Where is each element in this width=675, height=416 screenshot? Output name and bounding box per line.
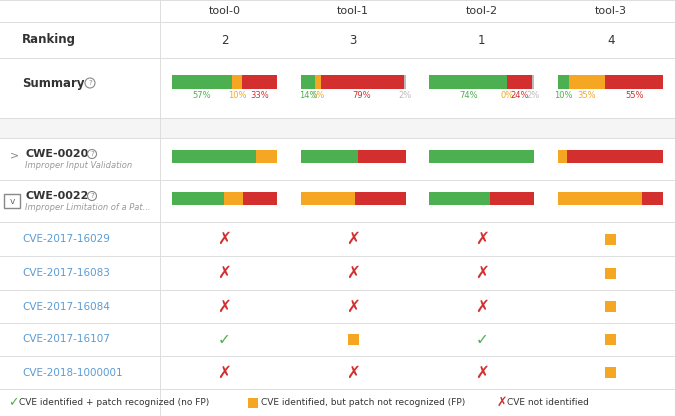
Text: ✗: ✗ xyxy=(217,264,232,282)
Bar xyxy=(429,191,490,205)
Text: ✗: ✗ xyxy=(475,264,489,282)
Text: CVE identified, but patch not recognized (FP): CVE identified, but patch not recognized… xyxy=(261,398,465,407)
Bar xyxy=(507,75,533,89)
Text: 10%: 10% xyxy=(554,92,572,101)
Bar xyxy=(248,398,258,408)
Text: ✗: ✗ xyxy=(346,297,360,315)
Bar xyxy=(243,191,277,205)
Bar xyxy=(533,75,535,89)
Bar xyxy=(566,149,663,163)
Bar xyxy=(605,75,663,89)
Bar xyxy=(558,149,566,163)
Text: 79%: 79% xyxy=(353,92,371,101)
Text: CVE-2018-1000001: CVE-2018-1000001 xyxy=(22,367,123,377)
Text: Improper Limitation of a Pat...: Improper Limitation of a Pat... xyxy=(25,203,151,211)
Bar xyxy=(300,149,358,163)
Bar xyxy=(404,75,406,89)
Bar xyxy=(605,301,616,312)
Text: 3: 3 xyxy=(350,34,357,47)
Bar xyxy=(605,233,616,245)
Text: CVE-2017-16107: CVE-2017-16107 xyxy=(22,334,110,344)
Bar xyxy=(0,118,675,138)
Text: tool-0: tool-0 xyxy=(209,6,240,16)
Text: CVE-2017-16029: CVE-2017-16029 xyxy=(22,234,110,244)
Text: ✓: ✓ xyxy=(8,396,18,409)
Text: >: > xyxy=(10,150,20,160)
Text: ?: ? xyxy=(88,80,92,86)
Text: 33%: 33% xyxy=(250,92,269,101)
Text: ✗: ✗ xyxy=(217,364,232,381)
Bar xyxy=(300,191,311,205)
Text: CVE-2017-16084: CVE-2017-16084 xyxy=(22,302,110,312)
Text: ✗: ✗ xyxy=(497,396,508,409)
Text: ✓: ✓ xyxy=(475,332,488,347)
Text: Summary: Summary xyxy=(22,77,84,89)
Text: CVE not identified: CVE not identified xyxy=(507,398,589,407)
Text: tool-1: tool-1 xyxy=(337,6,369,16)
Text: Ranking: Ranking xyxy=(22,34,76,47)
Text: 2: 2 xyxy=(221,34,228,47)
Bar xyxy=(568,75,605,89)
Bar xyxy=(429,75,507,89)
Text: 5%: 5% xyxy=(311,92,325,101)
Text: 2%: 2% xyxy=(526,92,540,101)
Bar xyxy=(242,75,277,89)
Text: 35%: 35% xyxy=(578,92,596,101)
Text: ✗: ✗ xyxy=(475,364,489,381)
Text: 4: 4 xyxy=(607,34,614,47)
Text: ?: ? xyxy=(90,193,94,199)
Text: v: v xyxy=(9,196,15,206)
Text: ✗: ✗ xyxy=(346,264,360,282)
Text: 1: 1 xyxy=(478,34,485,47)
Bar xyxy=(490,191,535,205)
Bar xyxy=(224,191,243,205)
Bar xyxy=(429,149,535,163)
Text: 0%: 0% xyxy=(500,92,514,101)
Text: CVE identified + patch recognized (no FP): CVE identified + patch recognized (no FP… xyxy=(19,398,209,407)
Bar xyxy=(558,191,642,205)
Text: tool-2: tool-2 xyxy=(466,6,498,16)
Bar xyxy=(605,334,616,345)
Text: 2%: 2% xyxy=(398,92,411,101)
Bar xyxy=(348,334,358,345)
Text: ✗: ✗ xyxy=(217,297,232,315)
Bar xyxy=(642,191,663,205)
Bar xyxy=(256,149,277,163)
Bar xyxy=(315,75,321,89)
Text: 55%: 55% xyxy=(625,92,643,101)
Bar xyxy=(311,191,355,205)
Text: ✗: ✗ xyxy=(346,364,360,381)
Text: 57%: 57% xyxy=(192,92,211,101)
Text: ✗: ✗ xyxy=(217,230,232,248)
Bar xyxy=(605,367,616,378)
Text: ✗: ✗ xyxy=(475,230,489,248)
Bar xyxy=(321,75,404,89)
Text: CWE-0020: CWE-0020 xyxy=(25,149,88,159)
Text: ✗: ✗ xyxy=(475,297,489,315)
Bar xyxy=(172,75,232,89)
Bar xyxy=(558,75,568,89)
Text: tool-3: tool-3 xyxy=(595,6,626,16)
Text: CVE-2017-16083: CVE-2017-16083 xyxy=(22,268,110,278)
Text: ?: ? xyxy=(90,151,94,157)
Text: ✓: ✓ xyxy=(218,332,231,347)
Bar xyxy=(172,191,224,205)
Bar xyxy=(300,75,315,89)
Bar xyxy=(355,191,406,205)
Bar xyxy=(172,149,256,163)
Bar xyxy=(358,149,406,163)
Bar xyxy=(4,194,20,208)
Text: CWE-0022: CWE-0022 xyxy=(25,191,88,201)
Bar xyxy=(232,75,242,89)
Text: Improper Input Validation: Improper Input Validation xyxy=(25,161,132,169)
Bar xyxy=(605,267,616,278)
Text: 24%: 24% xyxy=(510,92,529,101)
Text: ✗: ✗ xyxy=(346,230,360,248)
Text: 74%: 74% xyxy=(459,92,477,101)
Text: 10%: 10% xyxy=(227,92,246,101)
Text: 14%: 14% xyxy=(299,92,317,101)
